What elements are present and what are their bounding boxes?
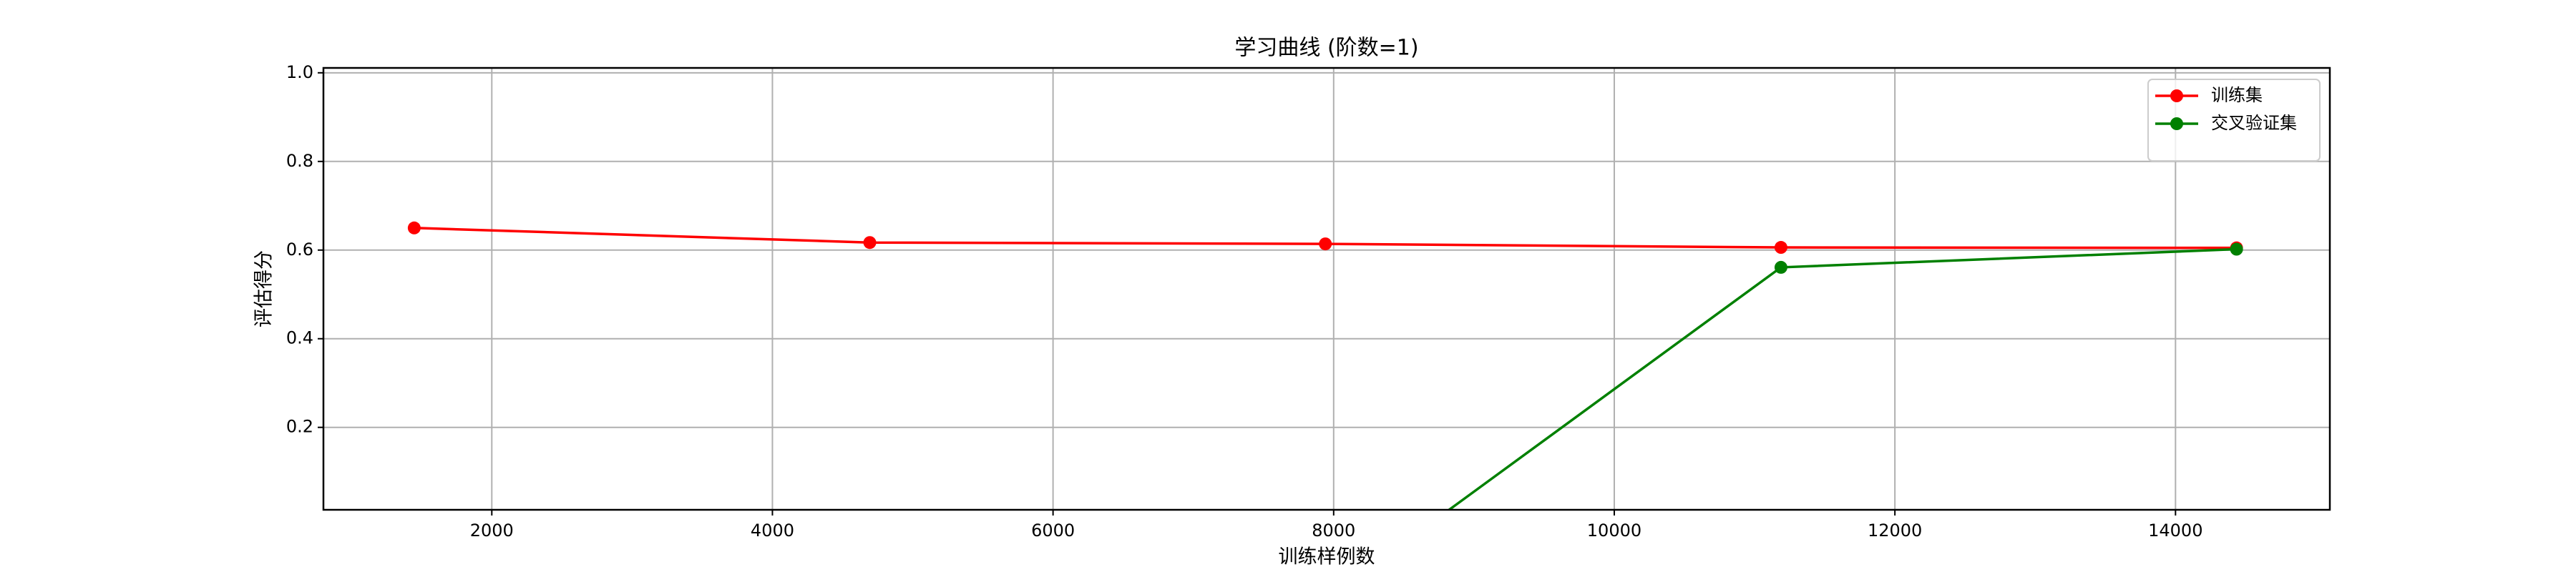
data-point [863,236,877,250]
y-tick-label: 0.8 [286,151,313,171]
data-point [2230,242,2243,256]
y-axis-label: 评估得分 [253,250,275,327]
y-tick-label: 1.0 [286,62,313,82]
x-axis-label: 训练样例数 [1279,546,1375,568]
x-tick-label: 2000 [470,521,514,541]
x-tick-label: 14000 [2148,521,2202,541]
data-point [1774,241,1787,255]
legend-label: 交叉验证集 [2211,113,2297,133]
x-tick-label: 10000 [1587,521,1641,541]
series-line [1447,247,2237,510]
y-tick-label: 0.4 [286,328,313,348]
axes-frame [322,66,2331,511]
y-tick-label: 0.2 [286,417,313,437]
y-tick-label: 0.6 [286,240,313,260]
legend-label: 训练集 [2211,85,2263,105]
data-point [1319,237,1332,251]
x-tick-label: 6000 [1031,521,1075,541]
x-tick-label: 12000 [1868,521,1922,541]
plot-area [407,221,2243,510]
data-point [407,221,421,235]
legend-marker [2170,117,2183,130]
x-tick-label: 4000 [751,521,794,541]
x-tick-label: 8000 [1312,521,1355,541]
chart-title: 学习曲线 (阶数=1) [1234,36,1418,61]
legend-box [2147,79,2321,162]
data-point [1774,260,1787,274]
legend-marker [2170,89,2183,102]
